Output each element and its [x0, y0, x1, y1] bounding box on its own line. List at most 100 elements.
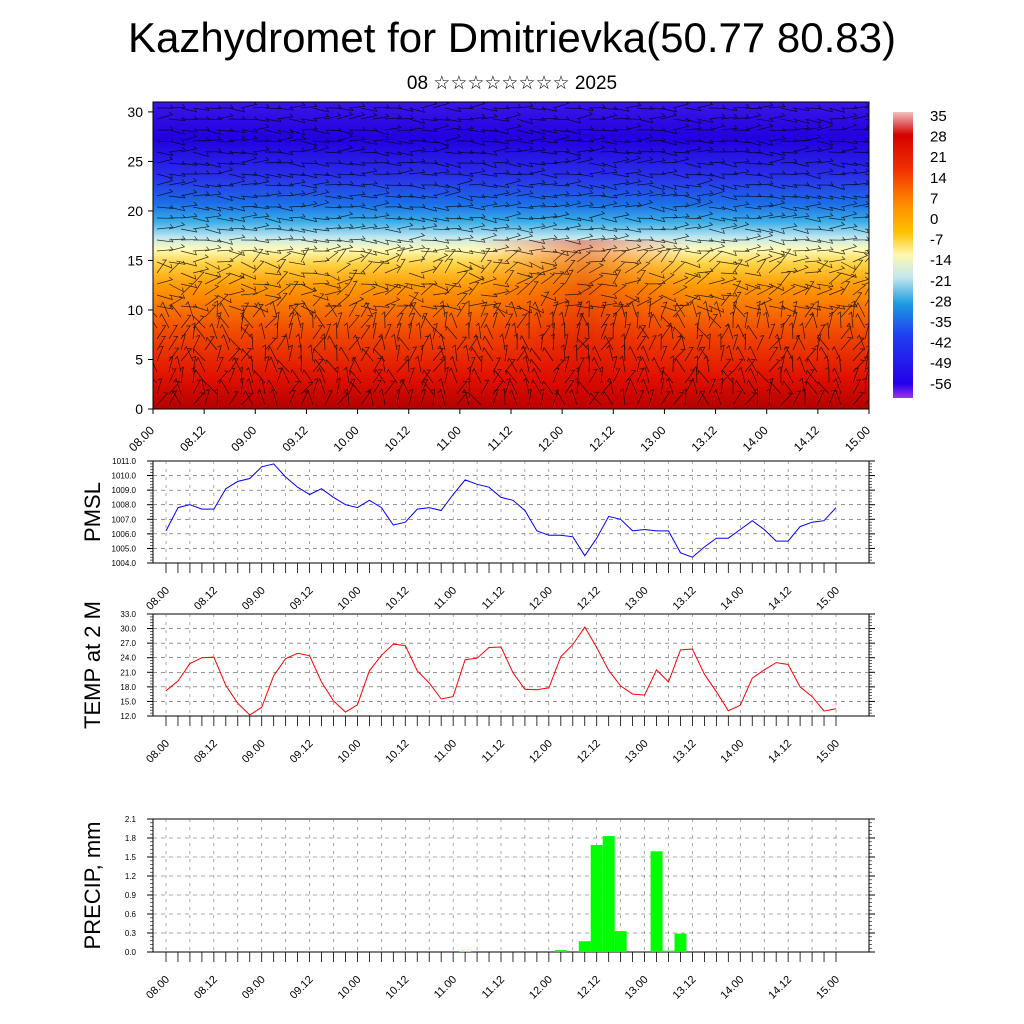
wind-barb — [168, 260, 186, 265]
wind-barb — [492, 357, 501, 373]
wind-barb — [492, 169, 510, 175]
x-tick-label: 09.12 — [279, 423, 310, 454]
wind-barb — [528, 239, 546, 245]
wind-barb — [504, 285, 520, 296]
wind-barb — [696, 211, 714, 219]
wind-barb — [588, 134, 606, 142]
wind-barb — [816, 181, 834, 186]
wind-barb — [204, 183, 222, 188]
wind-barb — [516, 274, 533, 285]
wind-barb — [672, 304, 685, 318]
wind-barb — [216, 182, 234, 187]
wind-barb — [534, 311, 542, 329]
wind-barb — [504, 147, 522, 153]
wind-barb — [349, 370, 362, 384]
wind-barb — [288, 322, 293, 340]
wind-barb — [276, 217, 294, 222]
wind-barb — [456, 271, 469, 285]
x-tick-label: 13.00 — [623, 974, 651, 1002]
wind-barb — [552, 158, 570, 164]
wind-barb — [156, 294, 173, 301]
wind-barb — [264, 315, 278, 329]
x-tick-label: 12.00 — [527, 974, 555, 1002]
wind-barb — [684, 171, 702, 176]
wind-barb — [678, 333, 686, 351]
wind-barb — [600, 217, 618, 223]
wind-barb — [819, 346, 830, 362]
wind-barb — [288, 260, 306, 266]
wind-barb — [396, 126, 414, 131]
wind-barb — [684, 145, 702, 153]
y-tick-label: 18.0 — [120, 683, 136, 692]
wind-barb — [720, 344, 725, 362]
wind-barb — [529, 347, 542, 362]
wind-barb — [213, 300, 218, 318]
wind-barb — [576, 285, 592, 296]
wind-barb — [204, 190, 222, 197]
wind-barb — [742, 333, 747, 351]
wind-barb — [552, 128, 570, 133]
wind-barb — [408, 244, 426, 252]
wind-barb — [180, 283, 198, 289]
wind-barb — [372, 311, 377, 329]
wind-barb — [456, 380, 468, 395]
wind-barb — [312, 358, 324, 373]
wind-barb — [216, 312, 222, 329]
wind-barb — [744, 253, 761, 263]
wind-barb — [444, 107, 462, 113]
wind-barb — [216, 370, 229, 384]
wind-barb — [744, 233, 762, 241]
wind-barb — [348, 191, 366, 197]
wind-barb — [660, 294, 676, 303]
wind-barb — [324, 288, 342, 296]
wind-barb — [768, 359, 781, 373]
wind-barb — [384, 304, 397, 318]
wind-barb — [408, 388, 414, 406]
wind-barb — [185, 301, 194, 318]
wind-barb — [780, 322, 785, 340]
wind-barb — [720, 162, 738, 168]
wind-barb — [725, 323, 734, 340]
wind-barb — [396, 167, 414, 175]
wind-barb — [624, 201, 642, 208]
wind-barb — [864, 323, 869, 340]
wind-barb — [480, 260, 493, 274]
wind-barb — [445, 325, 458, 340]
wind-barb — [312, 129, 330, 135]
wind-barb — [552, 235, 570, 241]
wind-barb — [420, 206, 438, 212]
wind-barb — [219, 302, 230, 318]
wind-barb — [372, 260, 385, 274]
wind-barb — [168, 368, 177, 384]
wind-barb — [432, 217, 450, 222]
wind-barb — [852, 367, 859, 384]
wind-barb — [575, 366, 580, 384]
wind-barb — [612, 149, 630, 155]
wind-barb — [648, 190, 666, 197]
wind-barb — [708, 250, 723, 263]
wind-barb — [504, 178, 522, 186]
wind-barb — [708, 138, 726, 143]
wind-barb — [156, 224, 174, 230]
wind-barb — [463, 344, 470, 362]
wind-barb — [576, 184, 594, 190]
precip-bar — [662, 950, 675, 952]
wind-barb — [372, 170, 390, 175]
x-tick-label: 10.00 — [336, 974, 364, 1002]
wind-barb — [299, 322, 304, 340]
wind-barb — [768, 347, 779, 362]
wind-barb — [264, 203, 282, 208]
wind-barb — [427, 333, 434, 351]
wind-barb — [816, 305, 834, 310]
wind-barb — [600, 271, 618, 276]
wind-barb — [252, 222, 270, 230]
wind-barb — [204, 261, 220, 271]
wind-barb — [636, 189, 654, 197]
wind-barb — [660, 239, 678, 245]
wind-barb — [396, 312, 404, 329]
wind-barb — [252, 117, 270, 122]
wind-barb — [168, 324, 178, 340]
wind-barb — [564, 369, 576, 384]
x-tick-label: 12.12 — [575, 585, 603, 613]
wind-barb — [732, 168, 750, 175]
